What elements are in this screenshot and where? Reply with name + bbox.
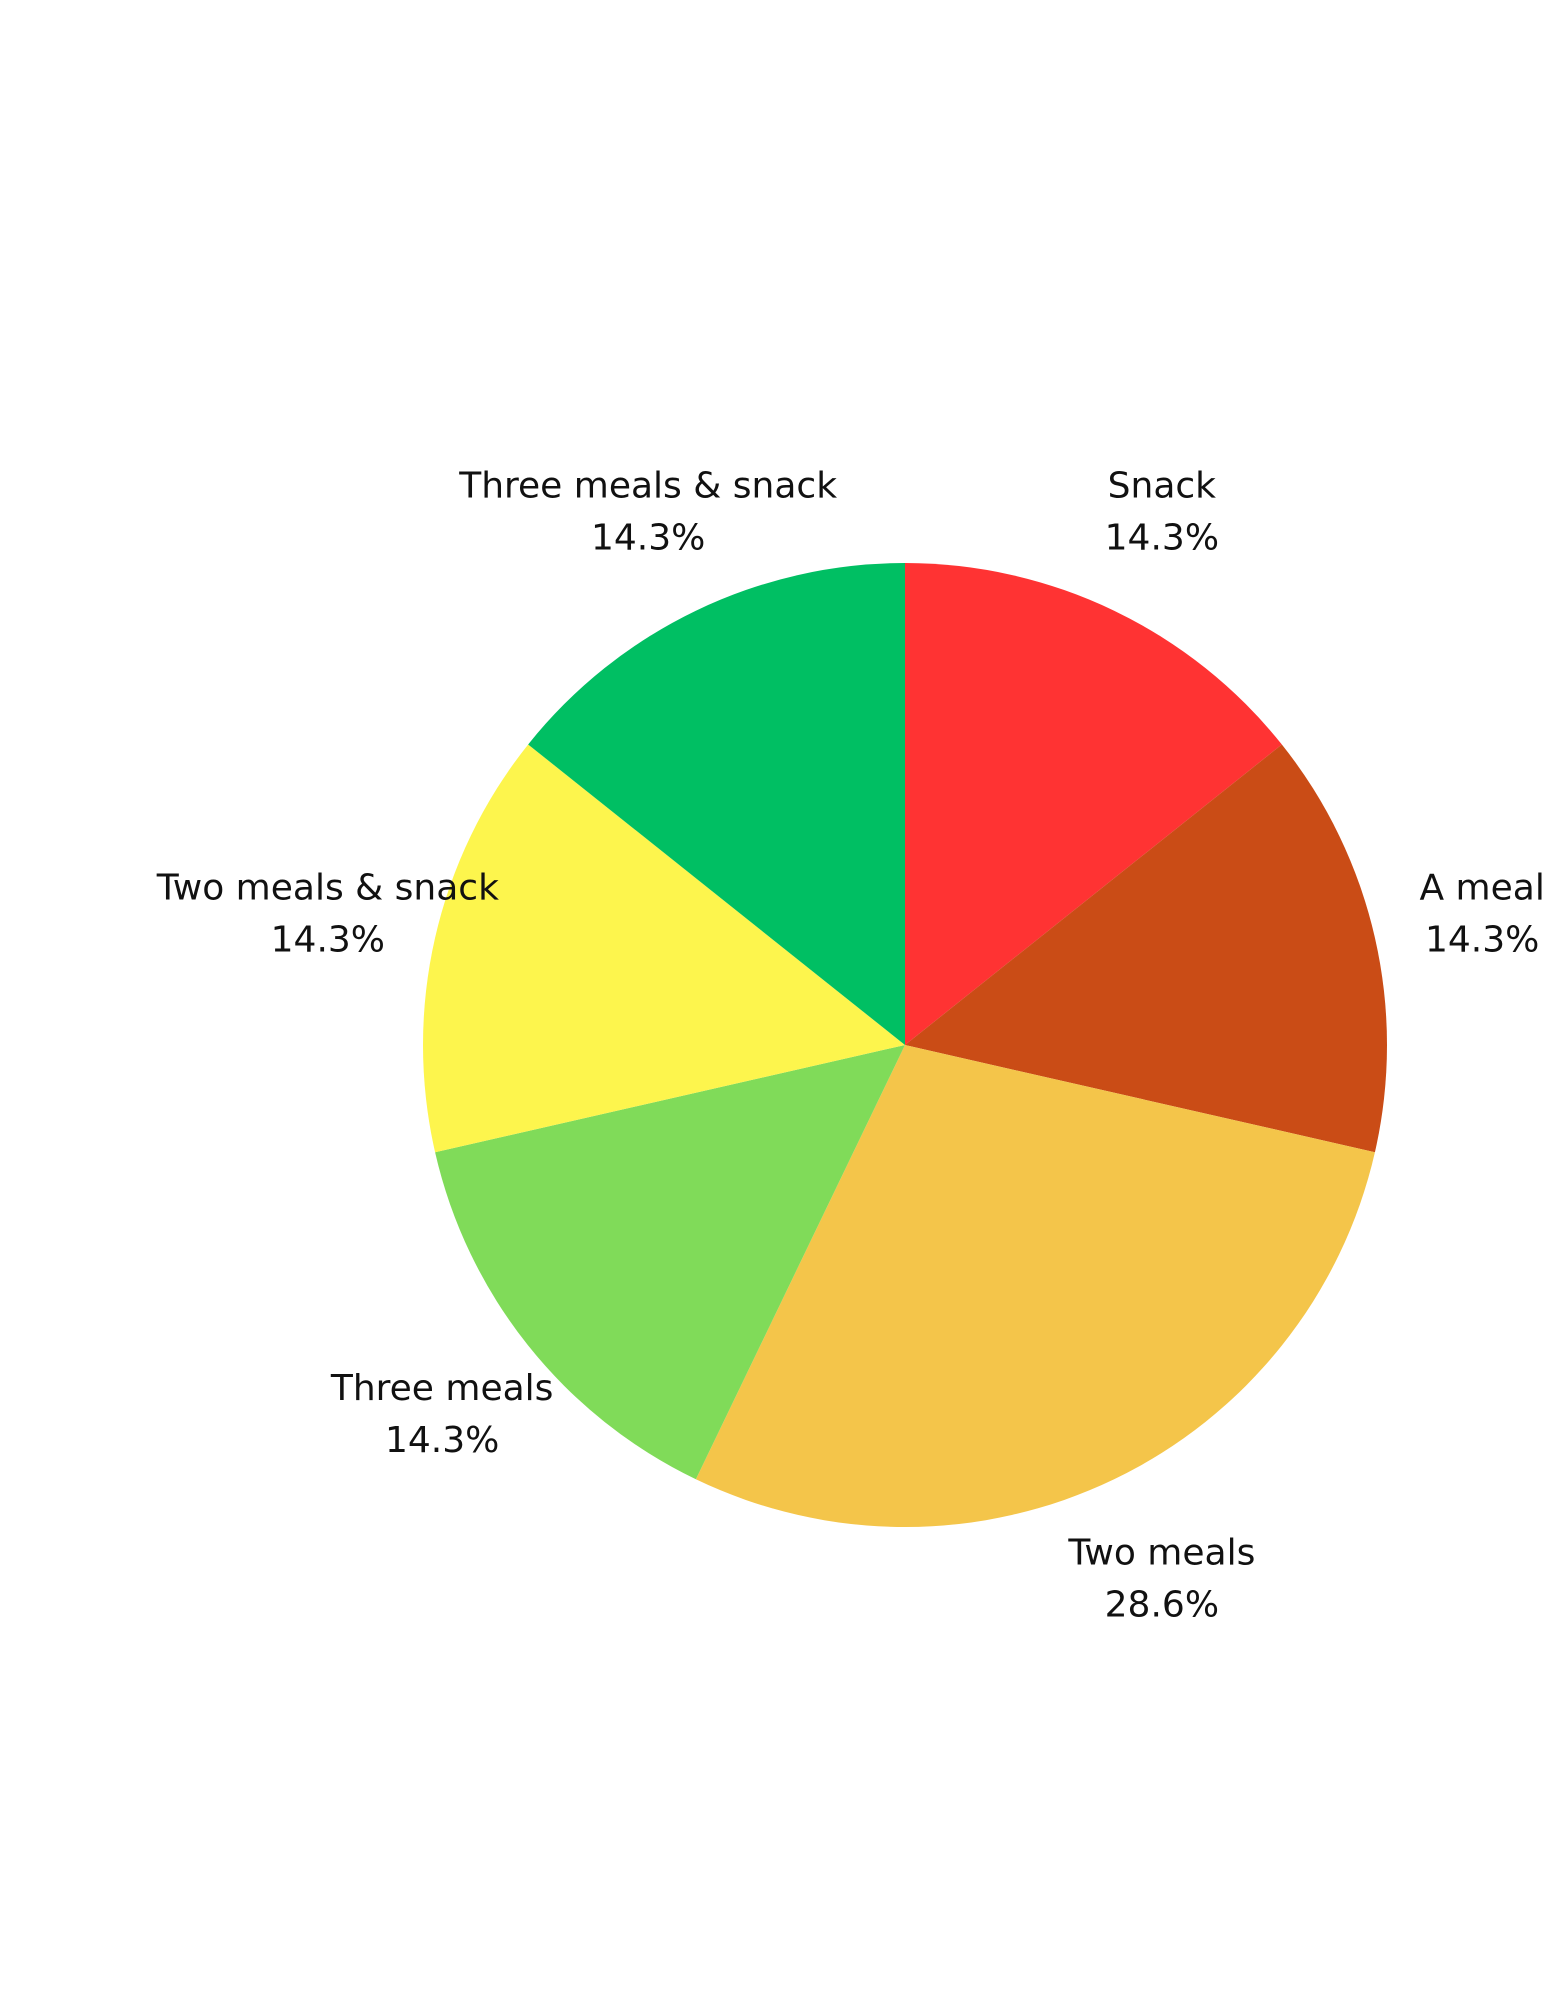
slice-value-two-meals: 28.6% xyxy=(1105,1584,1219,1625)
slice-label-three-meals: Three meals xyxy=(330,1368,554,1409)
pie-slice-snack xyxy=(905,563,1282,1045)
pie-slice-two-meals-and-snack xyxy=(422,744,905,1153)
slice-value-snack: 14.3% xyxy=(1105,518,1219,559)
pie-slice-three-meals-and-snack xyxy=(528,563,905,1045)
slice-value-a-meal: 14.3% xyxy=(1425,919,1539,960)
pie-slice-a-meal xyxy=(905,744,1388,1153)
slice-label-three-meals-and-snack: Three meals & snack xyxy=(458,466,837,507)
pie-labels: Snack 14.3% A meal 14.3% Two meals 28.6% Three… xyxy=(156,466,1545,1626)
slice-label-snack: Snack xyxy=(1108,466,1217,507)
slice-label-a-meal: A meal xyxy=(1419,867,1544,908)
slice-value-three-meals-and-snack: 14.3% xyxy=(591,518,705,559)
slice-label-two-meals-and-snack: Two meals & snack xyxy=(156,867,499,908)
slice-value-three-meals: 14.3% xyxy=(385,1420,499,1461)
pie-slices xyxy=(422,563,1388,1527)
pie-slice-two-meals xyxy=(695,1045,1375,1527)
slice-value-two-meals-and-snack: 14.3% xyxy=(271,919,385,960)
slice-label-two-meals: Two meals xyxy=(1067,1532,1255,1573)
pie-slice-three-meals xyxy=(435,1045,905,1480)
